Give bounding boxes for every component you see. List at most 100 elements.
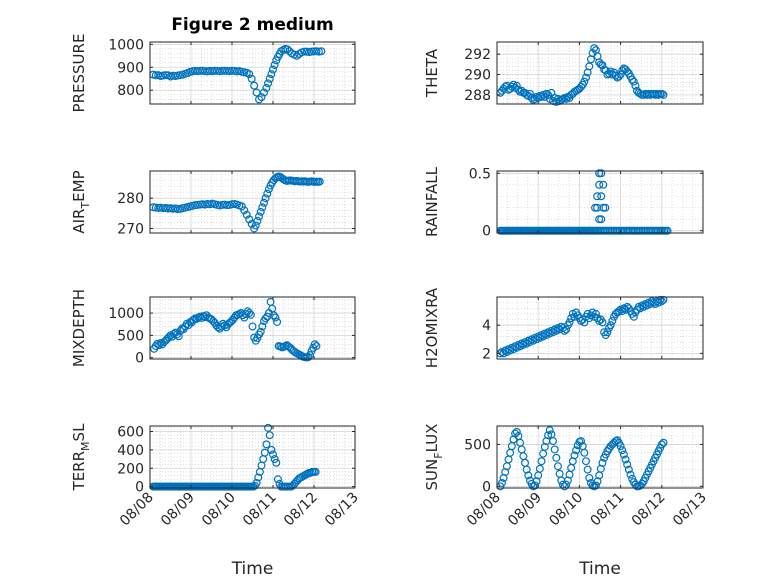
data-point — [565, 318, 574, 327]
y-axis-label: SUNFLUX — [423, 424, 445, 491]
data-point — [240, 206, 249, 215]
series-markers — [149, 44, 326, 104]
data-point — [264, 79, 273, 88]
x-tick-label: 08/09 — [158, 490, 198, 530]
data-point — [619, 450, 628, 459]
data-point — [250, 81, 259, 90]
grid — [149, 171, 356, 233]
data-point — [256, 327, 265, 336]
series-markers — [496, 426, 668, 491]
data-point — [583, 465, 592, 474]
x-tick-label: 08/10 — [546, 490, 586, 530]
data-point — [270, 455, 279, 464]
data-point — [269, 311, 278, 320]
data-point — [272, 458, 281, 467]
x-tick-label: 08/11 — [240, 490, 280, 530]
series-markers — [149, 172, 324, 233]
data-point — [618, 66, 627, 75]
series-markers — [496, 169, 672, 235]
data-point — [312, 342, 321, 351]
data-point — [535, 464, 544, 473]
data-point — [168, 71, 177, 80]
data-point — [317, 47, 326, 56]
data-point — [577, 437, 586, 446]
data-point — [553, 462, 562, 471]
y-axis-label: PRESSURE — [70, 34, 88, 113]
data-point — [572, 446, 581, 455]
data-point — [269, 65, 278, 74]
data-point — [259, 88, 268, 97]
data-point — [598, 318, 607, 327]
series-markers — [496, 295, 668, 358]
axes-box — [149, 296, 356, 360]
y-tick-label: 600 — [117, 425, 144, 441]
data-point — [581, 73, 590, 82]
data-point — [570, 451, 579, 460]
y-tick-label: 292 — [464, 47, 491, 63]
data-point — [264, 423, 273, 432]
data-point — [544, 431, 553, 440]
data-point — [265, 74, 274, 83]
data-point — [497, 478, 506, 487]
data-point — [560, 482, 569, 491]
y-tick-label: 1000 — [108, 306, 144, 322]
data-point — [631, 81, 640, 90]
y-tick-label: 288 — [464, 88, 491, 104]
theta-panel: 288 290 292 THETA — [423, 41, 704, 106]
y-tick-label: 0 — [135, 351, 144, 367]
data-point — [629, 312, 638, 321]
data-point — [537, 457, 546, 466]
data-point — [237, 202, 246, 211]
data-point — [304, 353, 313, 362]
y-tick-label: 0 — [482, 224, 491, 240]
y-tick-label: 1000 — [108, 37, 144, 53]
y-tick-label: 800 — [117, 83, 144, 99]
axes-box — [149, 425, 356, 489]
y-tick-label: 270 — [117, 221, 144, 237]
data-point — [251, 221, 260, 230]
data-point — [597, 215, 606, 224]
data-point — [507, 82, 516, 91]
data-point — [663, 226, 672, 235]
data-point — [562, 94, 571, 103]
y-tick-label: 280 — [117, 191, 144, 207]
x-axis-label: Time — [231, 559, 274, 579]
data-point — [247, 74, 256, 83]
y-axis-label: RAINFALL — [423, 166, 441, 237]
data-point — [311, 467, 320, 476]
y-axis-label: AIRTEMP — [70, 170, 92, 233]
data-point — [273, 317, 282, 326]
data-point — [260, 448, 269, 457]
y-tick-label: 900 — [117, 60, 144, 76]
data-point — [608, 316, 617, 325]
data-point — [516, 87, 525, 96]
data-point — [545, 426, 554, 435]
data-point — [659, 295, 668, 304]
data-point — [614, 72, 623, 81]
figure-title: Figure 2 medium — [171, 15, 333, 35]
data-point — [590, 44, 599, 53]
data-point — [269, 450, 278, 459]
data-point — [628, 75, 637, 84]
y-tick-label: 2 — [482, 346, 491, 362]
data-point — [283, 45, 292, 54]
data-point — [597, 192, 606, 201]
series-markers — [496, 44, 668, 106]
data-point — [560, 93, 569, 102]
x-tick-label: 08/13 — [670, 490, 710, 530]
data-point — [255, 95, 264, 104]
pressure-panel: 800 900 1000 PRESSURE Figure 2 medium — [70, 15, 356, 113]
data-point — [270, 60, 279, 69]
axes-box — [149, 41, 356, 105]
rainfall-panel: 0 0.5 RAINFALL — [423, 166, 704, 240]
data-point — [580, 318, 589, 327]
data-point — [245, 70, 254, 79]
data-point — [259, 198, 268, 207]
data-point — [161, 71, 170, 80]
data-point — [659, 438, 668, 447]
data-point — [595, 180, 604, 189]
data-point — [264, 185, 273, 194]
data-point — [255, 212, 264, 221]
y-tick-label: 0 — [135, 480, 144, 496]
x-tick-label: 08/09 — [505, 490, 545, 530]
